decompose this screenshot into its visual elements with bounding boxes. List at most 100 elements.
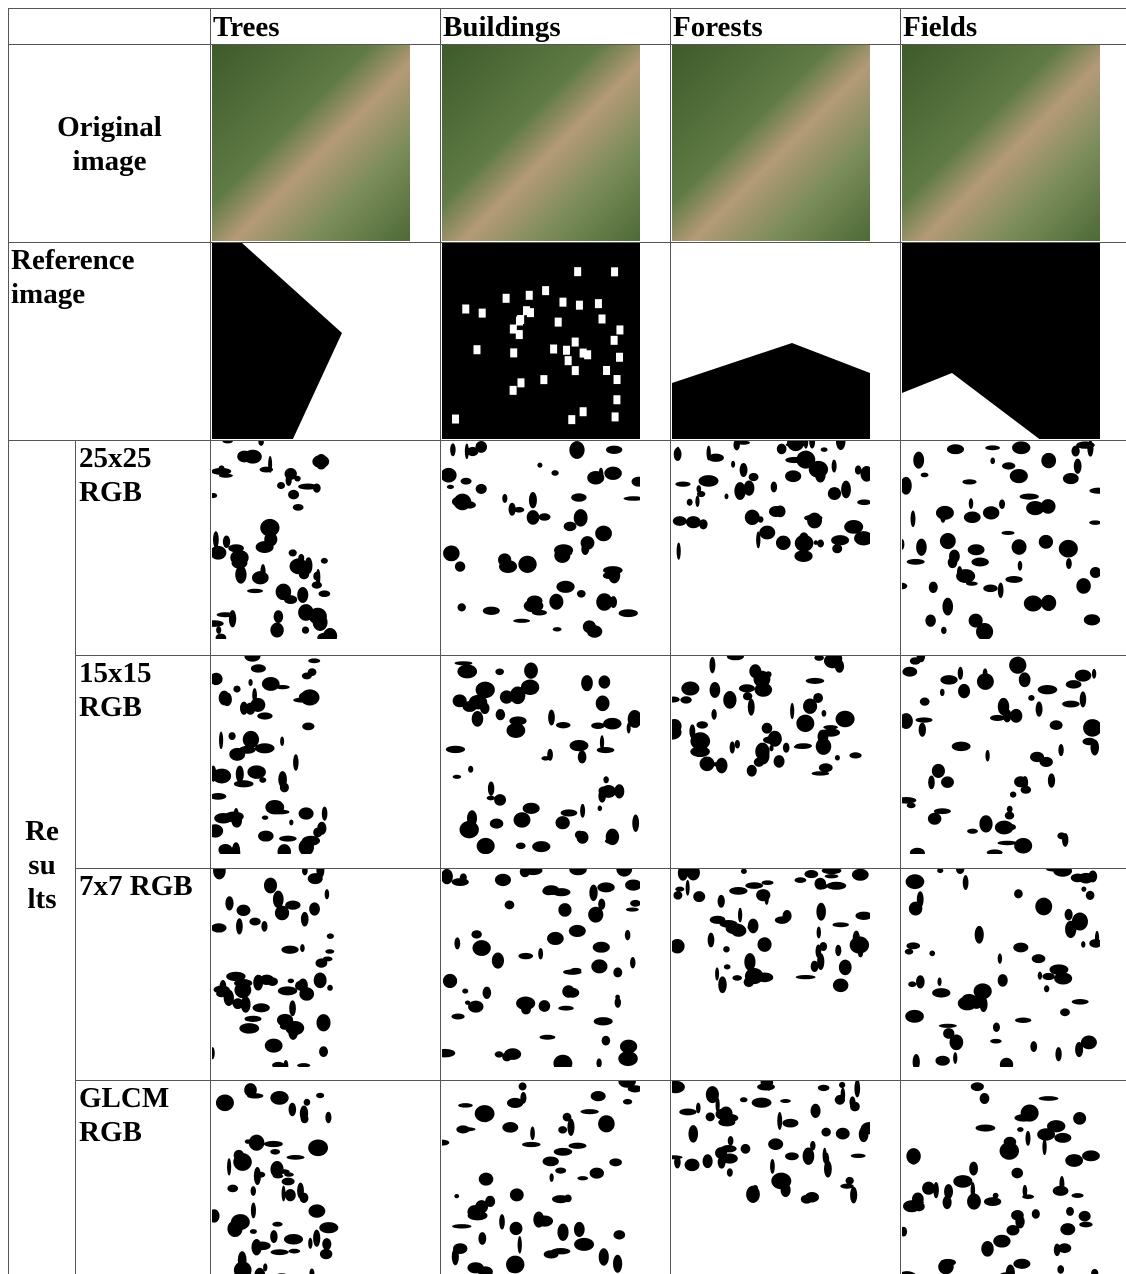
mask-shape [833, 978, 849, 992]
mask-shape [1010, 469, 1028, 483]
reference-image [672, 243, 870, 439]
mask-shape [1006, 1225, 1019, 1236]
mask-shape [909, 1151, 919, 1164]
mask-shape [278, 844, 291, 854]
mask-shape [495, 668, 504, 675]
result-image [902, 1081, 1100, 1274]
mask-shape [929, 951, 935, 957]
mask-shape [724, 964, 731, 969]
mask-shape [453, 694, 467, 707]
mask-shape [839, 1082, 845, 1088]
mask-pattern [902, 869, 1100, 1067]
mask-shape [502, 494, 507, 503]
mask-shape [240, 702, 248, 715]
mask-shape [457, 1127, 476, 1131]
mask-shape [233, 686, 240, 693]
mask-shape [442, 869, 453, 884]
mask-shape [570, 968, 581, 972]
mask-shape [1090, 567, 1100, 578]
mask-shape [517, 378, 524, 387]
mask-shape [825, 874, 839, 878]
mask-shape [984, 1197, 1001, 1206]
mask-shape [840, 1184, 853, 1189]
mask-shape [259, 777, 266, 783]
mask-shape [561, 551, 572, 555]
mask-shape [993, 1235, 1010, 1248]
mask-shape [302, 722, 314, 730]
mask-shape [958, 684, 970, 698]
mask-shape [849, 1096, 855, 1107]
mask-shape [458, 1103, 473, 1107]
mask-shape [854, 1081, 860, 1097]
mask-shape [711, 709, 716, 720]
mask-shape [700, 756, 715, 771]
mask-shape [222, 692, 232, 706]
mask-shape [1040, 757, 1053, 767]
mask-shape [746, 1186, 760, 1203]
mask-shape [549, 594, 563, 610]
mask-shape [451, 1014, 464, 1020]
mask-shape [453, 775, 461, 779]
mask-shape [218, 844, 232, 854]
mask-shape [967, 829, 978, 834]
mask-shape [216, 626, 221, 634]
mask-shape [853, 931, 860, 946]
mask-shape [783, 743, 790, 753]
mask-shape [299, 807, 314, 819]
mask-shape [556, 581, 574, 593]
mask-shape [610, 596, 617, 608]
mask-shape [949, 1034, 963, 1050]
mask-shape [1032, 1209, 1040, 1219]
mask-shape [626, 907, 639, 911]
mask-shape [718, 1118, 735, 1126]
mask-shape [569, 869, 586, 875]
mask-shape [313, 614, 328, 631]
mask-shape [941, 776, 954, 788]
mask-shape [687, 499, 693, 506]
mask-shape [929, 582, 938, 593]
mask-shape [299, 692, 315, 702]
mask-shape [302, 626, 309, 633]
mask-shape [937, 977, 941, 986]
mask-shape [264, 1141, 283, 1147]
mask-shape [574, 1238, 594, 1251]
mask-shape [590, 1168, 604, 1179]
mask-shape [325, 949, 334, 954]
mask-shape [244, 1016, 261, 1022]
mask-shape [450, 443, 455, 456]
mask-shape [315, 454, 327, 470]
mask-shape [514, 507, 524, 513]
result-image [212, 869, 410, 1067]
mask-shape [835, 755, 840, 761]
mask-shape [258, 441, 263, 446]
mask-shape [983, 584, 997, 592]
mask-shape [675, 482, 690, 487]
mask-shape [990, 715, 1005, 721]
mask-shape [811, 1104, 821, 1118]
mask-shape [673, 891, 682, 900]
mask-shape [273, 1174, 284, 1178]
mask-shape [998, 974, 1008, 987]
mask-shape [499, 560, 517, 573]
mask-shape [472, 711, 484, 727]
mask-shape [811, 961, 819, 972]
mask-shape [255, 743, 275, 753]
mask-shape [1054, 973, 1072, 985]
mask-shape [826, 882, 846, 890]
mask-shape [1009, 657, 1026, 674]
mask-shape [613, 967, 622, 977]
mask-shape [1075, 670, 1091, 682]
mask-shape [819, 763, 833, 772]
mask-shape [902, 539, 904, 550]
mask-shape [804, 441, 809, 449]
mask-pattern [902, 1081, 1100, 1274]
mask-pattern [442, 1081, 640, 1274]
mask-shape [905, 1010, 924, 1023]
mask-shape [795, 743, 812, 748]
mask-shape [237, 905, 251, 916]
mask-shape [732, 975, 742, 981]
mask-shape [935, 1056, 949, 1066]
mask-shape [675, 887, 684, 892]
mask-shape [1090, 740, 1099, 756]
mask-shape [632, 814, 639, 831]
